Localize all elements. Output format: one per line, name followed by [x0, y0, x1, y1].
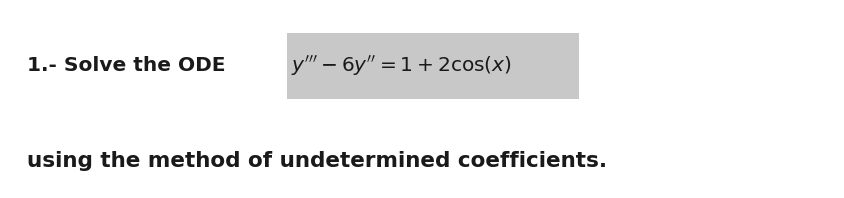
- Text: $y''' - 6y'' = 1 + 2\cos(x)$: $y''' - 6y'' = 1 + 2\cos(x)$: [290, 54, 511, 78]
- Text: 1.- Solve the ODE: 1.- Solve the ODE: [27, 56, 232, 75]
- Text: using the method of undetermined coefficients.: using the method of undetermined coeffic…: [27, 151, 606, 171]
- FancyBboxPatch shape: [286, 33, 579, 99]
